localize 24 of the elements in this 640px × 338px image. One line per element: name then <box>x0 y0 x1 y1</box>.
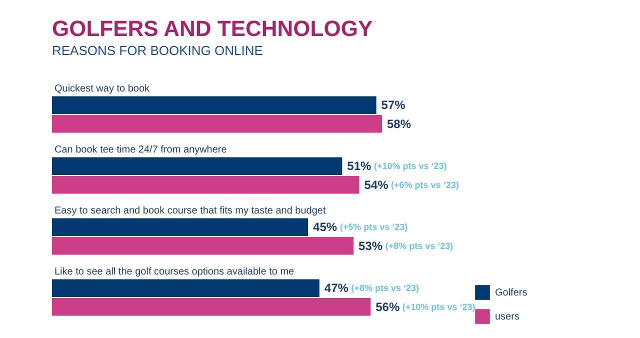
legend-label: Golfers <box>495 288 528 298</box>
y-tick-label: Quickest way to book <box>54 84 151 94</box>
bar <box>52 279 320 298</box>
data-label: 58% <box>387 116 412 131</box>
bar <box>52 96 376 114</box>
text: 54% (+6% pts vs ‘23) <box>364 178 459 192</box>
bar <box>52 157 342 176</box>
text: 45% (+5% pts vs ‘23) <box>313 220 408 234</box>
bar <box>52 114 382 133</box>
bar <box>52 176 360 194</box>
text: 53% (+8% pts vs ‘23) <box>358 238 454 253</box>
text: 51% (+10% pts vs ‘23) <box>347 159 447 174</box>
chart-title: GOLFERS AND TECHNOLOGY <box>52 16 373 41</box>
data-label: 57% <box>381 98 406 112</box>
y-tick-label: Like to see all the golf courses options available to me <box>54 266 295 278</box>
bar <box>52 218 308 236</box>
text: 56% (+10% pts vs ‘23) <box>376 300 476 314</box>
text: 47% (+8% pts vs ‘23) <box>324 281 419 296</box>
y-tick-label: Can book tee time 24/7 from anywhere <box>54 144 228 156</box>
bar <box>52 236 354 255</box>
y-tick-label: Easy to search and book course that fits my taste and budget <box>54 206 326 216</box>
bar <box>52 298 371 316</box>
chart-subtitle: REASONS FOR BOOKING ONLINE <box>52 43 264 58</box>
legend-label: users <box>495 312 520 322</box>
